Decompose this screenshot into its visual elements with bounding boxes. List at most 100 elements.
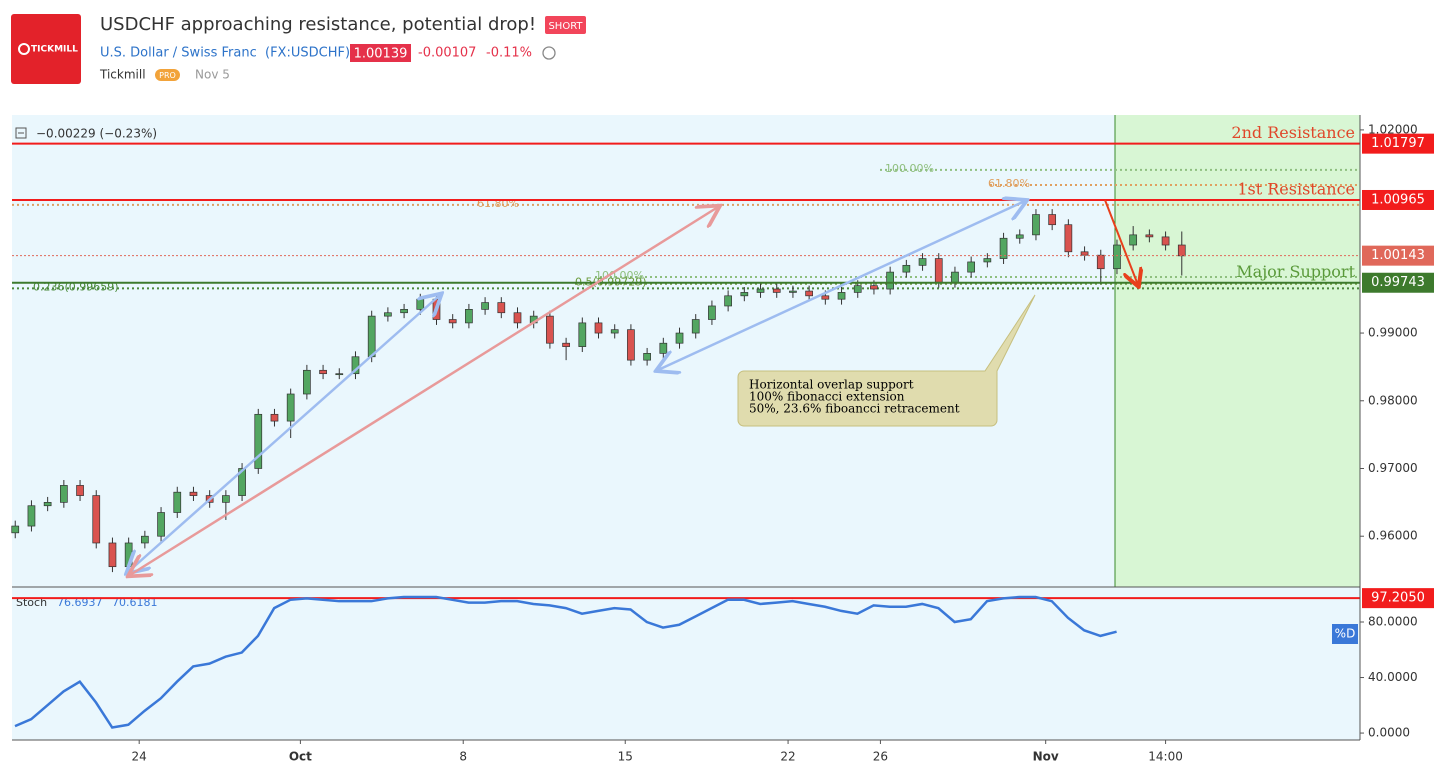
trend-arrow (130, 207, 718, 575)
callout-text: Horizontal overlap support (749, 378, 914, 392)
y-tick-label: 80.0000 (1368, 615, 1418, 629)
header: TICKMILL USDCHF approaching resistance, … (11, 14, 586, 84)
candle-body (497, 302, 506, 314)
candle-body (546, 315, 554, 344)
x-tick-label: 22 (780, 750, 795, 764)
candle-body (384, 312, 392, 317)
candle-body (157, 512, 165, 537)
indicator-title: Stoch (16, 596, 47, 609)
callout-text: 100% fibonacci extension (749, 390, 905, 404)
candle-body (724, 295, 732, 307)
date: Nov 5 (195, 68, 230, 82)
candle-body (189, 491, 198, 496)
candle-body (578, 322, 587, 347)
price-tag (1362, 245, 1434, 266)
stoch-line (14, 595, 1117, 729)
author[interactable]: Tickmill (99, 68, 146, 82)
y-tick-label: 0.97000 (1368, 461, 1418, 475)
candle-body (11, 525, 20, 534)
candle-body (1145, 234, 1154, 238)
change: -0.00107 (418, 46, 476, 61)
x-tick-label: 24 (132, 750, 147, 764)
candle-body (853, 285, 862, 293)
alarm-icon[interactable] (542, 46, 556, 60)
x-tick-label: Nov (1033, 750, 1059, 764)
candle-body (1015, 234, 1024, 239)
trend-arrow (658, 201, 1025, 370)
candle-body (886, 271, 894, 290)
candle-body (481, 302, 489, 310)
price-badge (350, 44, 411, 62)
candle-body (173, 491, 182, 513)
symbol[interactable]: (FX:USDCHF) (265, 46, 350, 61)
badge-text: SHORT (548, 21, 583, 32)
candle-body (1064, 224, 1073, 253)
logo-icon (18, 43, 30, 55)
y-tick-label: 0.0000 (1368, 726, 1410, 740)
candle-body (400, 309, 408, 314)
candle-body (708, 305, 716, 320)
price-tag (1362, 133, 1434, 154)
candle-body (870, 285, 878, 290)
y-tick-label: 1.02000 (1368, 122, 1418, 136)
x-tick-label: 15 (618, 750, 633, 764)
candle-body (367, 315, 376, 358)
drop-arrow (1104, 199, 1138, 285)
axes: 1.02000 0.99000 0.98000 0.97000 0.96000 24 Oct… (132, 122, 1434, 764)
price-tag-label: 1.00965 (1371, 192, 1425, 207)
highlight-zone (1115, 115, 1360, 587)
candle-body (594, 322, 603, 334)
candle-body (286, 393, 295, 422)
x-tick-label: Oct (289, 750, 312, 764)
collapse-icon[interactable] (15, 127, 27, 139)
logo-text: TICKMILL (31, 45, 78, 55)
candle-body (27, 505, 36, 527)
candle-body (659, 342, 668, 354)
candle-body (1048, 214, 1057, 226)
y-tick-label: 0.98000 (1368, 393, 1418, 407)
candle-body (335, 373, 344, 376)
candle-body (1113, 244, 1121, 270)
candle-body (1177, 244, 1186, 257)
candle-body (76, 485, 84, 496)
price-tag-label: 1.00143 (1371, 248, 1425, 263)
candle-body (432, 298, 441, 320)
indicator-readout: 70.6181 (112, 596, 158, 609)
candle-body (772, 288, 781, 293)
stoch-pane: Stoch 76.6937 70.6181 (12, 595, 1360, 729)
candle-body (222, 495, 230, 503)
candle-body (805, 290, 813, 297)
price-tag (1362, 588, 1434, 609)
candle-body (675, 332, 684, 344)
candle-body (902, 264, 911, 273)
candle-body (691, 319, 700, 334)
candle-body (643, 353, 651, 361)
candle-body (562, 342, 570, 347)
candle-body (92, 495, 101, 544)
candle-body (303, 369, 311, 395)
y-tick-label: 40.0000 (1368, 670, 1418, 684)
candle-body (837, 292, 846, 300)
x-tick-label: 14:00 (1148, 750, 1183, 764)
candle-body (967, 261, 976, 273)
candle-body (319, 369, 327, 375)
change-pct: -0.11% (486, 46, 532, 61)
badge (545, 16, 586, 34)
candle-body (821, 295, 830, 300)
x-tick-label: 8 (459, 750, 467, 764)
indicator-readout: 76.6937 (57, 596, 103, 609)
change-readout: −0.00229 (−0.23%) (36, 127, 157, 141)
fib-label: 100.00% (885, 162, 934, 175)
candle-body (951, 271, 959, 283)
candle-body (1096, 254, 1105, 270)
level-name: 2nd Resistance (1231, 123, 1355, 142)
candle-body (756, 288, 765, 293)
legend-tag (1332, 624, 1358, 644)
logo (11, 14, 81, 84)
price-tag-label: 0.99743 (1371, 275, 1425, 290)
candle-body (983, 258, 992, 263)
candle-body (627, 329, 635, 361)
symbol-name[interactable]: U.S. Dollar / Swiss Franc (100, 46, 257, 61)
